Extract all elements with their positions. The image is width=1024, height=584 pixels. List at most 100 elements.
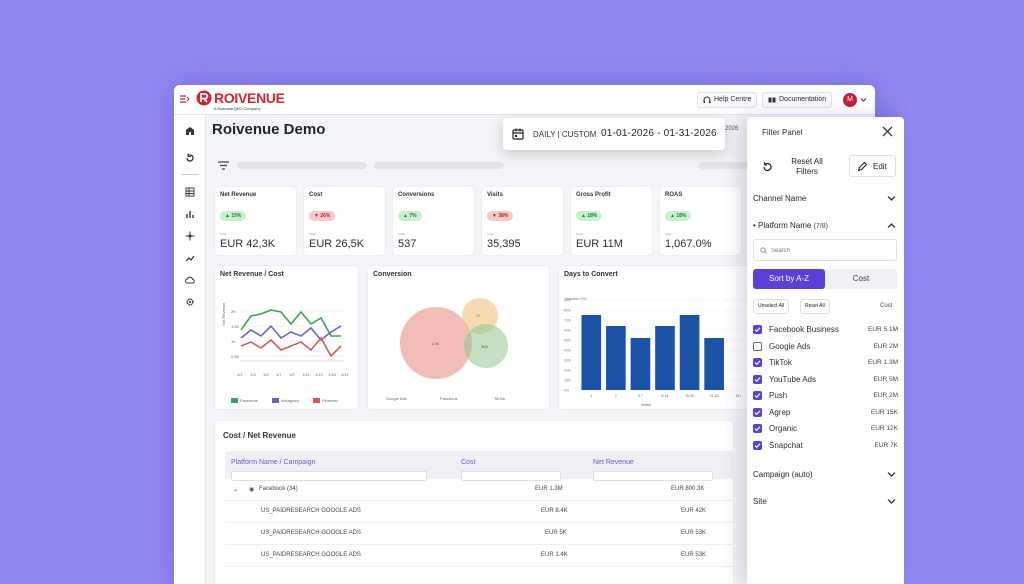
kpi-card-gross-profit[interactable]: Gross Profit ▲ 18% Total EUR 11M xyxy=(570,186,653,256)
close-icon[interactable] xyxy=(882,126,893,137)
kpi-card-roas[interactable]: ROAS ▲ 18% Total 1,067.0% xyxy=(659,186,742,256)
x-tick: 1/5 xyxy=(263,372,269,377)
sort-cost-button[interactable]: Cost xyxy=(852,274,870,283)
net-revenue-cost-chart[interactable]: Net Revenue / Cost Net Revenue 2K 1.5K 1… xyxy=(214,265,359,410)
row-name: US_PAIDRESEARCH GOOGLE ADS xyxy=(261,508,361,514)
x-tick: 1/3 xyxy=(250,372,256,377)
bar[interactable] xyxy=(679,315,700,390)
filter-icon[interactable] xyxy=(218,161,229,170)
y-tick-label: 20% xyxy=(564,369,571,373)
user-avatar[interactable]: M xyxy=(843,93,857,107)
attribution-icon[interactable] xyxy=(185,231,195,241)
checkbox-unchecked[interactable] xyxy=(753,341,762,351)
bar[interactable] xyxy=(606,326,626,390)
platform-filter-item[interactable]: Agrep EUR 15K xyxy=(753,406,898,420)
conversion-chart[interactable]: Conversion 1.4K 94 300 Google Ads Facebo… xyxy=(367,265,550,410)
filter-chip-placeholder[interactable] xyxy=(699,162,749,169)
settings-icon[interactable] xyxy=(185,297,195,307)
filter-chip-placeholder[interactable] xyxy=(237,162,367,169)
x-axis-label: Week xyxy=(641,402,652,407)
cost-filter-input[interactable] xyxy=(461,471,561,481)
column-header-net-revenue[interactable]: Net Revenue xyxy=(593,459,634,466)
check-icon xyxy=(754,426,761,432)
checkbox-checked[interactable] xyxy=(753,374,762,384)
platform-filter-item[interactable]: Push EUR 2M xyxy=(753,389,898,403)
edit-button[interactable]: Edit xyxy=(849,155,896,177)
x-tick: 1/15 xyxy=(328,372,336,377)
platform-filter-item[interactable]: Snapchat EUR 7K xyxy=(753,439,898,453)
checkbox-checked[interactable] xyxy=(753,407,762,417)
bar[interactable] xyxy=(704,338,724,390)
trend-icon[interactable] xyxy=(185,253,195,263)
edit-label: Edit xyxy=(873,162,887,171)
platform-filter-item[interactable]: Google Ads EUR 2M xyxy=(753,340,898,354)
platform-filter-item[interactable]: YouTube Ads EUR 5M xyxy=(753,373,898,387)
cloud-icon[interactable] xyxy=(185,275,195,285)
checkbox-checked[interactable] xyxy=(753,424,762,433)
kpi-card-cost[interactable]: Cost ▼ 26% Total EUR 26,5K xyxy=(303,186,386,256)
table-row[interactable]: US_PAIDRESEARCH GOOGLE ADS EUR 1.4K EUR … xyxy=(225,545,735,567)
platform-filter-item[interactable]: TikTok EUR 1.3M xyxy=(753,356,898,370)
channel-name-section[interactable]: Channel Name xyxy=(753,191,898,207)
days-to-convert-chart[interactable]: Days to Convert Number (%) 90% 80% 70% 60% 5… xyxy=(558,265,758,410)
kpi-value: EUR 42,3K xyxy=(220,238,276,250)
platform-cost: EUR 2M xyxy=(873,342,898,350)
legend-label-tiktok: TikTok xyxy=(494,396,506,401)
check-icon xyxy=(754,360,761,366)
documentation-button[interactable]: Documentation xyxy=(762,92,833,108)
brand-tagline: A ScanmarQED Company xyxy=(214,106,261,111)
platform-filter-item[interactable]: Facebook Business EUR 5.1M xyxy=(753,323,898,337)
sort-az-button[interactable]: Sort by A-Z xyxy=(753,269,825,289)
bar-chart-icon[interactable] xyxy=(185,209,195,219)
date-range-picker[interactable]: DAILY | CUSTOM 01-01-2026 - 01-31-2026 xyxy=(503,118,725,150)
help-centre-button[interactable]: Help Centre xyxy=(697,92,758,108)
y-tick: 2K xyxy=(231,309,236,314)
refresh-icon[interactable] xyxy=(185,153,195,163)
platform-filter-item[interactable]: Organic EUR 12K xyxy=(753,422,898,436)
platform-filter-input[interactable] xyxy=(231,471,427,481)
column-header-platform[interactable]: Platform Name / Campaign xyxy=(231,459,316,466)
filter-chip-placeholder[interactable] xyxy=(374,162,504,169)
pencil-icon xyxy=(857,161,868,172)
x-tick-label: 61+ xyxy=(736,394,742,398)
menu-collapse-icon[interactable] xyxy=(180,94,190,104)
expand-chevron-icon[interactable]: ⌄ xyxy=(233,487,239,493)
y-axis-label: Number (%) xyxy=(565,296,587,301)
legend-label: Pinterest xyxy=(322,398,338,403)
kpi-card-visits[interactable]: Visits ▼ 38% Total 35,395 xyxy=(481,186,564,256)
y-tick: 1.5K xyxy=(231,324,240,329)
bar[interactable] xyxy=(655,326,675,390)
table-row[interactable]: US_PAIDRESEARCH GOOGLE ADS EUR 8.4K EUR … xyxy=(225,501,735,523)
x-tick-label: 8-14 xyxy=(661,394,668,398)
campaign-section[interactable]: Campaign (auto) xyxy=(753,467,898,483)
bar[interactable] xyxy=(630,338,651,390)
table-row[interactable]: ⌄ ◉ Facebook (34) EUR 1.3M EUR 800.3K xyxy=(225,479,735,501)
column-header-cost[interactable]: Cost xyxy=(461,459,476,466)
date-range-value: 01-01-2026 - 01-31-2026 xyxy=(601,128,717,139)
x-tick: 1/7 xyxy=(276,372,282,377)
x-tick: 1/1 xyxy=(237,372,243,377)
revenue-filter-input[interactable] xyxy=(593,471,713,481)
reset-all-button[interactable]: Reset All xyxy=(800,299,830,314)
kpi-card-net-revenue[interactable]: Net Revenue ▲ 15% Total EUR 42,3K xyxy=(214,186,297,256)
chevron-down-icon[interactable] xyxy=(860,97,867,103)
table-row[interactable]: US_PAIDRESEARCH GOOGLE ADS EUR 5K EUR 53… xyxy=(225,523,735,545)
platform-search-field[interactable] xyxy=(753,239,897,261)
search-input[interactable] xyxy=(771,244,891,257)
kpi-title: ROAS xyxy=(665,192,683,198)
row-cost: EUR 5K xyxy=(545,530,567,536)
reset-all-filters-button[interactable]: Reset All Filters xyxy=(759,155,839,179)
checkbox-checked[interactable] xyxy=(753,358,762,367)
kpi-card-conversions[interactable]: Conversions ▲ 7% Total 537 xyxy=(392,186,475,256)
platform-name-section[interactable]: • Platform Name (7/8) xyxy=(753,218,898,234)
checkbox-checked[interactable] xyxy=(753,391,762,400)
table-icon[interactable] xyxy=(185,187,195,197)
unselect-all-button[interactable]: Unselect All xyxy=(753,299,790,314)
dashboard-icon[interactable] xyxy=(185,126,195,136)
checkbox-checked[interactable] xyxy=(753,440,762,450)
check-icon xyxy=(754,327,761,333)
help-icon xyxy=(703,96,711,103)
checkbox-checked[interactable] xyxy=(753,325,762,334)
bar[interactable] xyxy=(581,315,602,390)
site-section[interactable]: Site xyxy=(753,494,898,510)
